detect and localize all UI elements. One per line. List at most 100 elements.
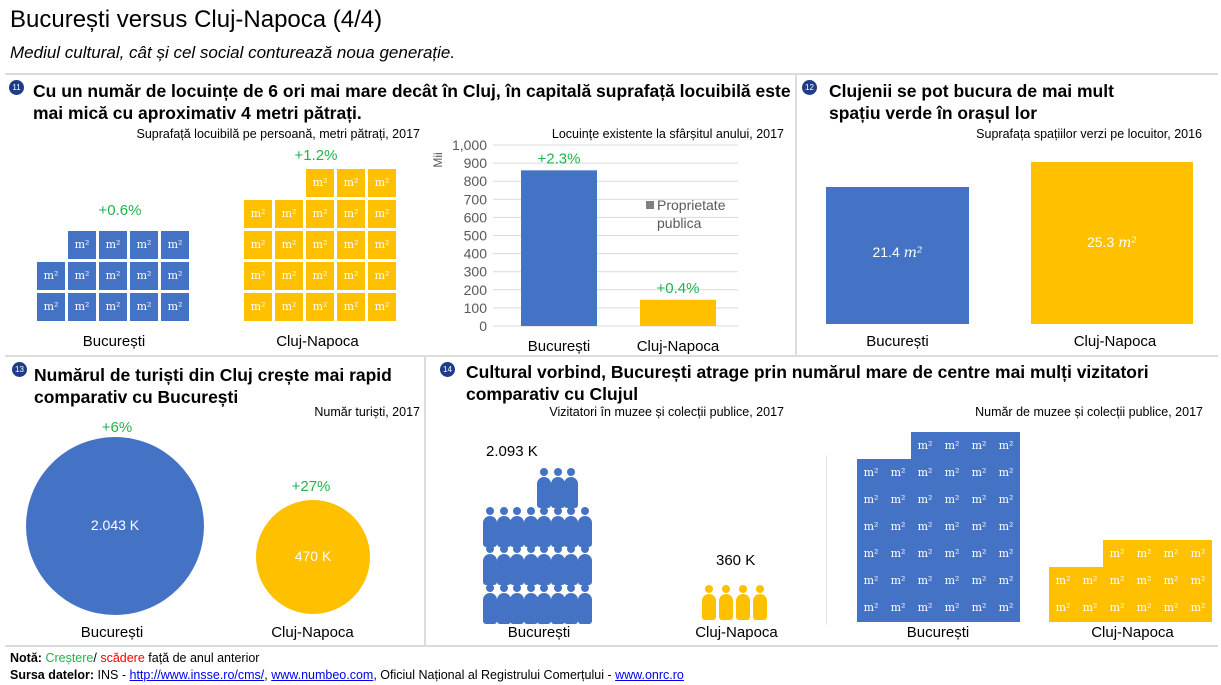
bucuresti-visitor-person-icon: [510, 545, 524, 585]
cluj-tourists-value: 470 K: [294, 548, 332, 564]
bucuresti-museum-tile: m²: [884, 567, 912, 595]
cluj-living-label: Cluj-Napoca: [276, 333, 359, 350]
cluj-living-tile: m²: [337, 200, 365, 228]
bucuresti-tourists-circle: [26, 437, 204, 615]
y-tick-label: 100: [464, 300, 488, 316]
bucuresti-tourists-change: +6%: [101, 419, 133, 436]
bucuresti-visitor-person-icon: [564, 584, 578, 624]
source-link-numbeo[interactable]: www.numbeo.com: [271, 668, 374, 682]
cluj-living-tile: m²: [368, 231, 396, 259]
bucuresti-visitor-person-icon: [510, 584, 524, 624]
bucuresti-museum-tile: m²: [911, 567, 939, 595]
panel11-caption: Suprafață locuibilă pe persoană, metri p…: [136, 127, 420, 141]
museums-caption: Număr de muzee și colecții publice, 2017: [975, 405, 1203, 419]
bucuresti-living-tile: m²: [99, 293, 127, 321]
cluj-living-tile: m²: [244, 262, 272, 290]
cluj-visitors-value: 360 K: [716, 552, 756, 569]
bucuresti-museum-tile: m²: [965, 540, 993, 568]
cluj-living-tile: m²: [275, 293, 303, 321]
bucuresti-tourists-label: București: [80, 624, 144, 641]
bucuresti-museum-tile: m²: [884, 594, 912, 622]
bucuresti-visitor-person-icon: [523, 545, 538, 585]
bucuresti-museum-tile: m²: [911, 513, 939, 541]
cluj-living-tile: m²: [337, 293, 365, 321]
bucuresti-museum-tile: m²: [857, 513, 885, 541]
bucuresti-museum-tile: m²: [911, 540, 939, 568]
cluj-museum-tile: m²: [1049, 567, 1077, 595]
bucuresti-museum-tile: m²: [857, 594, 885, 622]
divider-top: [5, 73, 1218, 75]
housing-change-label: +2.3%: [538, 150, 581, 167]
cluj-museum-tile: m²: [1103, 594, 1131, 622]
y-tick-label: 200: [464, 282, 488, 298]
bucuresti-living-tile: m²: [37, 293, 65, 321]
y-axis-label: Mii: [431, 152, 445, 167]
cluj-living-tile: m²: [306, 293, 334, 321]
bucuresti-museum-tile: m²: [857, 459, 885, 487]
y-tick-label: 800: [464, 173, 488, 189]
bucuresti-museum-tile: m²: [992, 486, 1020, 514]
bucuresti-museum-tile: m²: [938, 432, 966, 460]
bucuresti-visitor-person-icon: [496, 545, 511, 585]
bucuresti-museum-tile: m²: [938, 540, 966, 568]
cluj-museums-label: Cluj-Napoca: [1091, 624, 1174, 641]
panel11-heading: Cu un număr de locuințe de 6 ori mai mar…: [33, 81, 791, 123]
cluj-living-tile: m²: [337, 231, 365, 259]
cluj-visitors-label: Cluj-Napoca: [695, 624, 778, 641]
bucuresti-museum-tile: m²: [884, 486, 912, 514]
page-title: București versus Cluj-Napoca (4/4): [10, 6, 383, 33]
cluj-living-tile: m²: [244, 293, 272, 321]
bucuresti-museum-tile: m²: [857, 540, 885, 568]
footer-source: Sursa datelor: INS - http://www.insse.ro…: [10, 668, 684, 682]
bucuresti-museum-tile: m²: [911, 486, 939, 514]
bucuresti-museum-tile: m²: [965, 459, 993, 487]
bucuresti-museum-tile: m²: [938, 594, 966, 622]
bucuresti-museum-tile: m²: [992, 432, 1020, 460]
bucuresti-visitor-person-icon: [496, 584, 511, 624]
cluj-living-tile: m²: [244, 231, 272, 259]
bucuresti-visitors-value: 2.093 K: [486, 443, 538, 460]
cluj-tourists-label: Cluj-Napoca: [271, 624, 354, 641]
bucuresti-museum-tile: m²: [857, 567, 885, 595]
bucuresti-visitor-person-icon: [483, 584, 497, 624]
bucuresti-visitor-person-icon: [577, 507, 592, 547]
bucuresti-green-label: București: [866, 333, 929, 350]
y-tick-label: 500: [464, 228, 488, 244]
bucuresti-museum-tile: m²: [911, 432, 939, 460]
bucuresti-museum-tile: m²: [992, 540, 1020, 568]
y-tick-label: 900: [464, 155, 488, 171]
bucuresti-visitor-person-icon: [550, 545, 565, 585]
bucuresti-visitor-person-icon: [537, 545, 551, 585]
bucuresti-museum-tile: m²: [965, 486, 993, 514]
cluj-museum-tile: m²: [1130, 567, 1158, 595]
cluj-museum-tile: m²: [1130, 594, 1158, 622]
y-tick-label: 700: [464, 191, 488, 207]
housing-change-label: +0.4%: [657, 280, 700, 297]
cluj-museum-tile: m²: [1103, 567, 1131, 595]
cluj-living-tile: m²: [368, 200, 396, 228]
cluj-museum-tile: m²: [1103, 540, 1131, 568]
bucuresti-museum-tile: m²: [965, 567, 993, 595]
y-tick-label: 0: [479, 318, 487, 334]
source-link-onrc[interactable]: www.onrc.ro: [615, 668, 684, 682]
bucuresti-visitor-person-icon: [523, 507, 538, 547]
bucuresti-visitor-person-icon: [550, 584, 565, 624]
panel12-heading: Clujenii se pot bucura de mai mult spați…: [829, 81, 1114, 123]
bucuresti-living-tile: m²: [130, 293, 158, 321]
housing-category-label: București: [528, 338, 591, 355]
bucuresti-museum-tile: m²: [884, 513, 912, 541]
bucuresti-living-tile: m²: [37, 262, 65, 290]
source-link-insse[interactable]: http://www.insse.ro/cms/: [129, 668, 265, 682]
cluj-museum-tile: m²: [1157, 594, 1185, 622]
bucuresti-museum-tile: m²: [938, 567, 966, 595]
cluj-museum-tile: m²: [1157, 540, 1185, 568]
bucuresti-museum-tile: m²: [884, 459, 912, 487]
cluj-living-tile: m²: [306, 200, 334, 228]
bucuresti-living-change: +0.6%: [98, 202, 142, 219]
cluj-living-tile: m²: [275, 200, 303, 228]
cluj-living-tile: m²: [368, 169, 396, 197]
panel-number-14: 14: [440, 362, 455, 377]
cluj-visitor-person-icon: [753, 585, 767, 620]
bucuresti-museum-tile: m²: [884, 540, 912, 568]
bucuresti-living-tile: m²: [68, 262, 96, 290]
